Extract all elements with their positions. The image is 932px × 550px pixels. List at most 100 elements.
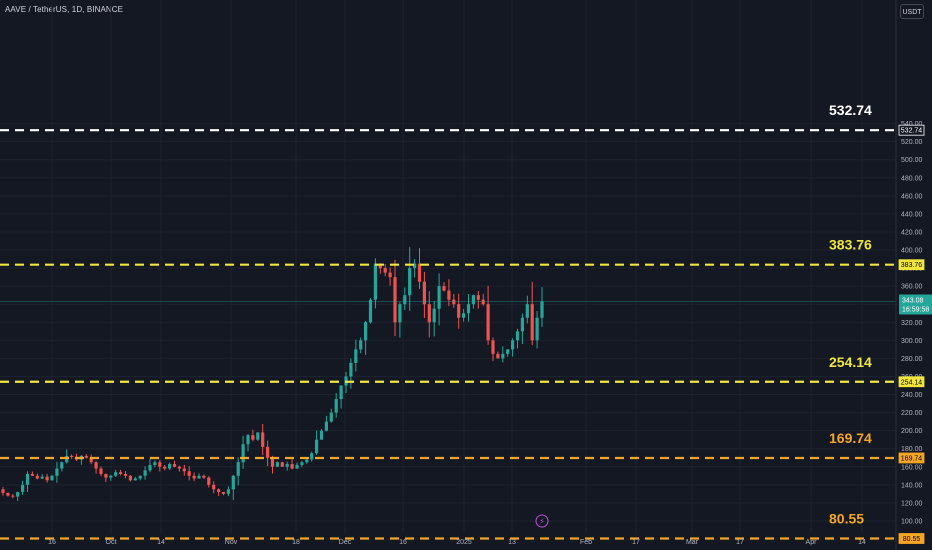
level-tag-bg [898,452,925,464]
candle [305,459,309,464]
candle [84,454,88,459]
level-label: 169.74 [829,430,872,446]
candle [408,247,412,311]
candle [177,465,181,472]
candle [256,432,260,441]
x-tick-label: Mar [686,539,699,546]
level-label: 383.76 [829,237,872,253]
x-tick-label: Nov [225,539,238,546]
candle-body [30,473,34,476]
candle-body [241,444,245,463]
candle [163,464,167,471]
candle-body [256,432,260,440]
candle-body [354,349,358,363]
level-tag-text: 80.55 [903,536,921,543]
candle [364,320,368,355]
level-price-tag: 169.74 [898,452,925,464]
candle [427,291,431,338]
x-tick-label: 14 [157,539,165,546]
candle-body [123,473,128,476]
candle-body [398,304,402,323]
candle-body [506,349,510,354]
candle-body [104,473,108,478]
candle-body [109,475,113,478]
lightning-icon: ⚡ [539,517,545,526]
level-tag-bg [898,376,925,388]
candle-body [84,455,88,458]
grid-lines [0,0,896,533]
candle-body [476,295,480,300]
candle-body [378,263,382,269]
candle-body [388,272,392,278]
price-axis[interactable]: 100.00 120.00 140.00 160.00 180.00 200.00 220.… [901,121,923,525]
candle-body [535,317,539,341]
candle-body [413,263,417,269]
candle-body [515,331,520,341]
candle-body [163,466,167,469]
candle-body [55,468,59,476]
candle [99,466,103,477]
candle [285,461,289,471]
candle [60,461,64,472]
candle [422,271,426,319]
candle [417,248,422,289]
candle [168,462,172,470]
y-tick-label: 100.00 [901,518,923,525]
x-tick-label: 17 [736,539,744,546]
candle [153,460,157,468]
candle [339,385,343,409]
candle [413,259,417,278]
candle-body [437,286,441,309]
candle-body [266,446,270,458]
candle [212,481,216,494]
candle [368,298,373,324]
y-tick-label: 120.00 [901,500,923,507]
candle [138,475,142,481]
level-label: 80.55 [829,511,864,527]
candle [315,430,319,455]
candle-body [45,476,49,481]
candle [123,471,128,479]
candle-body [212,484,216,490]
currency-button[interactable]: USDT [900,4,924,19]
y-tick-label: 320.00 [901,320,923,327]
candle-body [119,472,123,474]
candle [104,473,108,483]
y-tick-label: 280.00 [901,356,923,363]
candle-body [359,340,363,350]
candle [182,464,186,476]
candle-body [202,475,206,478]
candle-body [457,304,461,318]
candle [442,282,446,292]
candle [21,480,25,495]
candle-body [143,470,147,476]
y-tick-label: 220.00 [901,410,923,417]
candle [202,474,206,479]
time-axis[interactable]: 16 Oct 14 Nov 18 Dec 16 2025 13 Feb 17 Mar 17 Apr 14 [48,539,866,546]
candle [398,302,402,338]
candle-body [315,439,319,454]
candle [187,466,191,481]
candle-body [471,295,475,305]
candle [143,466,147,480]
candle [6,492,10,497]
event-marker[interactable]: ⚡ [535,514,549,528]
candle-body [486,304,490,341]
candle-body [373,263,377,300]
candle [275,461,279,467]
x-tick-label: 16 [48,539,56,546]
candle-body [35,475,39,479]
candle-body [324,421,328,431]
candle [506,349,510,357]
candle [40,474,44,480]
candle-body [496,353,500,359]
candle [50,474,54,481]
candle-body [447,290,451,300]
candle [79,455,83,465]
level-price-tag: 383.76 [898,259,925,271]
candle-body [133,478,137,481]
candle [491,337,495,361]
chart-title: AAVE / TetherUS, 1D, BINANCE [5,5,124,14]
candle [133,476,137,481]
